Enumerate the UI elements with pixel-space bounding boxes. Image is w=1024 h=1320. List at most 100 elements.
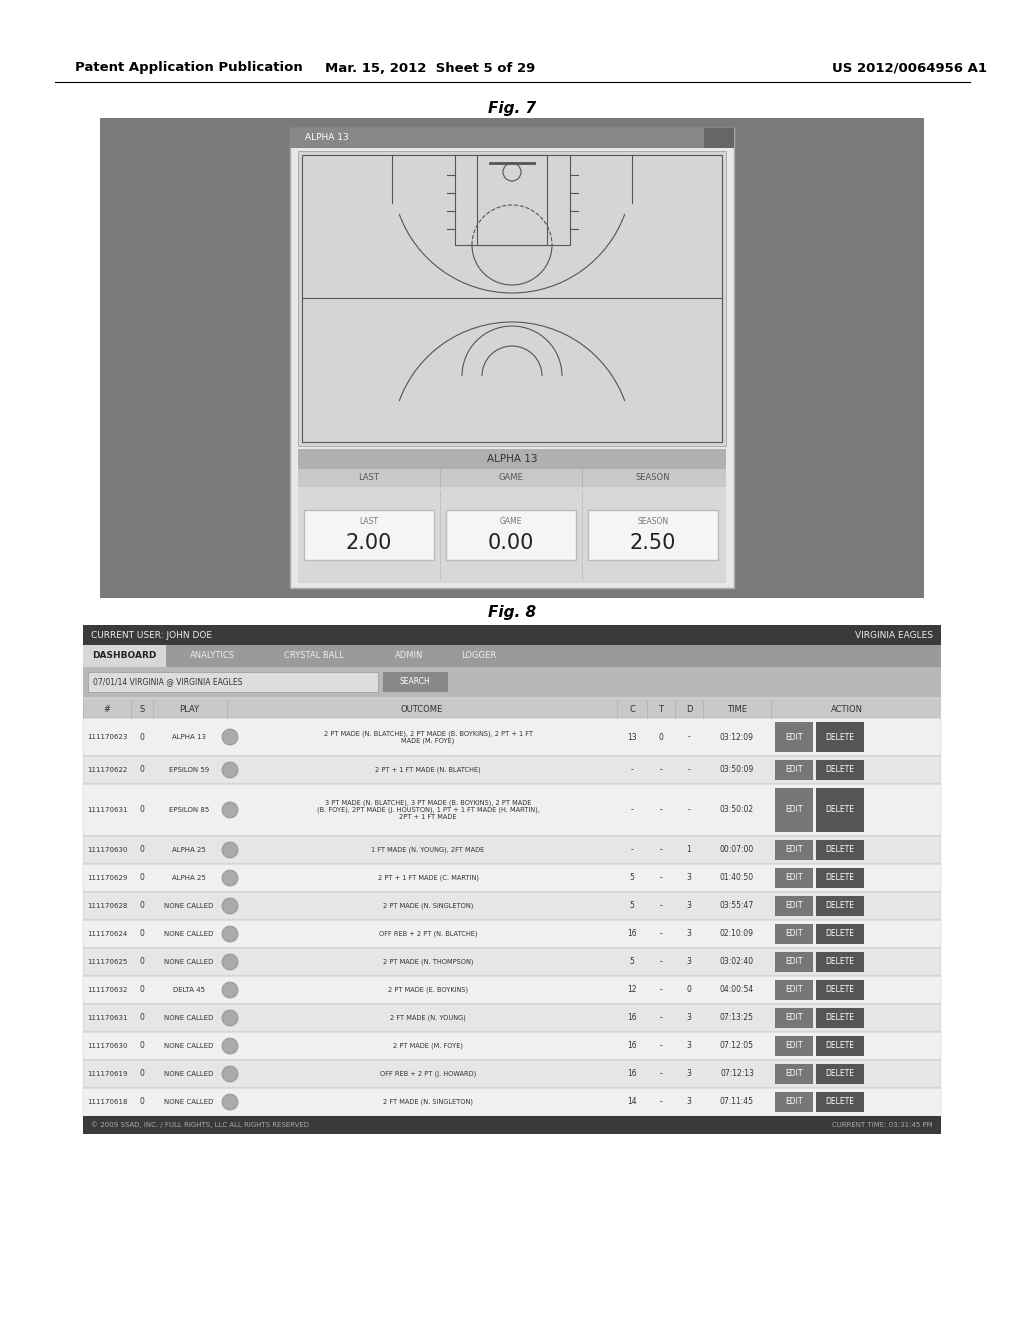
- Text: 03:50:02: 03:50:02: [720, 805, 754, 814]
- Text: EDIT: EDIT: [785, 986, 803, 994]
- Text: 07:11:45: 07:11:45: [720, 1097, 754, 1106]
- Text: CURRENT USER: JOHN DOE: CURRENT USER: JOHN DOE: [91, 631, 212, 639]
- Bar: [446, 510, 575, 560]
- Text: 0: 0: [139, 805, 144, 814]
- Text: -: -: [659, 929, 663, 939]
- Text: NONE CALLED: NONE CALLED: [164, 1015, 214, 1020]
- Text: 5: 5: [630, 874, 635, 883]
- Bar: [775, 896, 813, 916]
- Text: NONE CALLED: NONE CALLED: [164, 1100, 214, 1105]
- Text: 3: 3: [686, 957, 691, 966]
- Bar: [816, 722, 864, 752]
- Text: GAME: GAME: [499, 474, 523, 483]
- Circle shape: [222, 729, 238, 744]
- Text: ANALYTICS: ANALYTICS: [189, 652, 234, 660]
- Bar: [83, 892, 941, 920]
- Text: TIME: TIME: [727, 705, 746, 714]
- Bar: [477, 154, 547, 246]
- Circle shape: [222, 1094, 238, 1110]
- Text: 0: 0: [139, 1069, 144, 1078]
- Bar: [816, 1036, 864, 1056]
- Bar: [816, 896, 864, 916]
- Circle shape: [222, 1010, 238, 1026]
- Bar: [775, 1036, 813, 1056]
- Text: 0: 0: [139, 1041, 144, 1051]
- Text: 16: 16: [627, 1014, 637, 1023]
- Bar: [83, 756, 941, 784]
- Text: CURRENT TIME: 03:31:45 PM: CURRENT TIME: 03:31:45 PM: [833, 1122, 933, 1129]
- Text: 111170629: 111170629: [87, 875, 127, 880]
- Text: EDIT: EDIT: [785, 874, 803, 883]
- Bar: [83, 865, 941, 892]
- Circle shape: [222, 842, 238, 858]
- Text: 0: 0: [139, 986, 144, 994]
- Bar: [705, 128, 734, 148]
- Bar: [83, 700, 941, 718]
- Text: (B. FOYE), 2PT MADE (J. HOUSTON), 1 PT + 1 FT MADE (H. MARTIN),: (B. FOYE), 2PT MADE (J. HOUSTON), 1 PT +…: [316, 807, 540, 813]
- Text: 3: 3: [686, 929, 691, 939]
- Text: 3: 3: [686, 1014, 691, 1023]
- Text: 111170619: 111170619: [87, 1071, 127, 1077]
- Text: EDIT: EDIT: [785, 1014, 803, 1023]
- Bar: [83, 784, 941, 836]
- Text: LAST: LAST: [359, 517, 379, 527]
- Bar: [302, 154, 722, 442]
- Bar: [588, 510, 718, 560]
- Text: 03:55:47: 03:55:47: [720, 902, 754, 911]
- Text: -: -: [659, 1097, 663, 1106]
- Bar: [816, 1092, 864, 1111]
- Text: 04:00:54: 04:00:54: [720, 986, 754, 994]
- Text: S: S: [139, 705, 144, 714]
- Text: Fig. 7: Fig. 7: [488, 100, 536, 116]
- Text: OFF REB + 2 PT (N. BLATCHE): OFF REB + 2 PT (N. BLATCHE): [379, 931, 477, 937]
- Circle shape: [222, 870, 238, 886]
- Text: -: -: [659, 1069, 663, 1078]
- Bar: [100, 117, 924, 598]
- Text: ADMIN: ADMIN: [395, 652, 423, 660]
- Text: OFF REB + 2 PT (J. HOWARD): OFF REB + 2 PT (J. HOWARD): [380, 1071, 476, 1077]
- Bar: [816, 979, 864, 1001]
- Text: DELETE: DELETE: [825, 1097, 854, 1106]
- Text: 2 PT MADE (N. BLATCHE), 2 PT MADE (B. BOYKINS), 2 PT + 1 FT: 2 PT MADE (N. BLATCHE), 2 PT MADE (B. BO…: [324, 731, 532, 738]
- Bar: [83, 697, 941, 700]
- Text: 02:10:09: 02:10:09: [720, 929, 754, 939]
- Text: 3: 3: [686, 874, 691, 883]
- Text: -: -: [688, 766, 690, 775]
- Text: ALPHA 13: ALPHA 13: [305, 133, 349, 143]
- Text: -: -: [659, 986, 663, 994]
- Circle shape: [222, 898, 238, 913]
- Bar: [816, 869, 864, 888]
- Text: NONE CALLED: NONE CALLED: [164, 1071, 214, 1077]
- Text: 111170630: 111170630: [87, 1043, 127, 1049]
- Text: 0: 0: [139, 733, 144, 742]
- Text: DELETE: DELETE: [825, 766, 854, 775]
- Circle shape: [222, 1038, 238, 1053]
- Bar: [775, 952, 813, 972]
- Bar: [88, 672, 378, 692]
- Bar: [775, 760, 813, 780]
- Text: Fig. 8: Fig. 8: [488, 605, 536, 619]
- Text: DELETE: DELETE: [825, 957, 854, 966]
- Text: © 2009 SSAD, INC. / FULL RIGHTS, LLC ALL RIGHTS RESERVED: © 2009 SSAD, INC. / FULL RIGHTS, LLC ALL…: [91, 1122, 309, 1129]
- Text: -: -: [631, 846, 634, 854]
- Text: 07:12:05: 07:12:05: [720, 1041, 754, 1051]
- Text: 0: 0: [686, 986, 691, 994]
- Text: 2 PT MADE (M. FOYE): 2 PT MADE (M. FOYE): [393, 1043, 463, 1049]
- Text: 3: 3: [686, 1041, 691, 1051]
- Text: DELETE: DELETE: [825, 874, 854, 883]
- Bar: [304, 510, 434, 560]
- Bar: [775, 924, 813, 944]
- Text: US 2012/0064956 A1: US 2012/0064956 A1: [833, 62, 987, 74]
- Text: DELETE: DELETE: [825, 733, 854, 742]
- Bar: [816, 952, 864, 972]
- Text: D: D: [686, 705, 692, 714]
- Bar: [816, 760, 864, 780]
- Bar: [775, 840, 813, 861]
- Text: 0: 0: [139, 846, 144, 854]
- Text: -: -: [659, 902, 663, 911]
- Text: PLAY: PLAY: [179, 705, 199, 714]
- Text: 111170631: 111170631: [87, 807, 127, 813]
- Text: SEASON: SEASON: [637, 517, 669, 527]
- Text: 2.00: 2.00: [346, 533, 392, 553]
- Bar: [298, 469, 726, 487]
